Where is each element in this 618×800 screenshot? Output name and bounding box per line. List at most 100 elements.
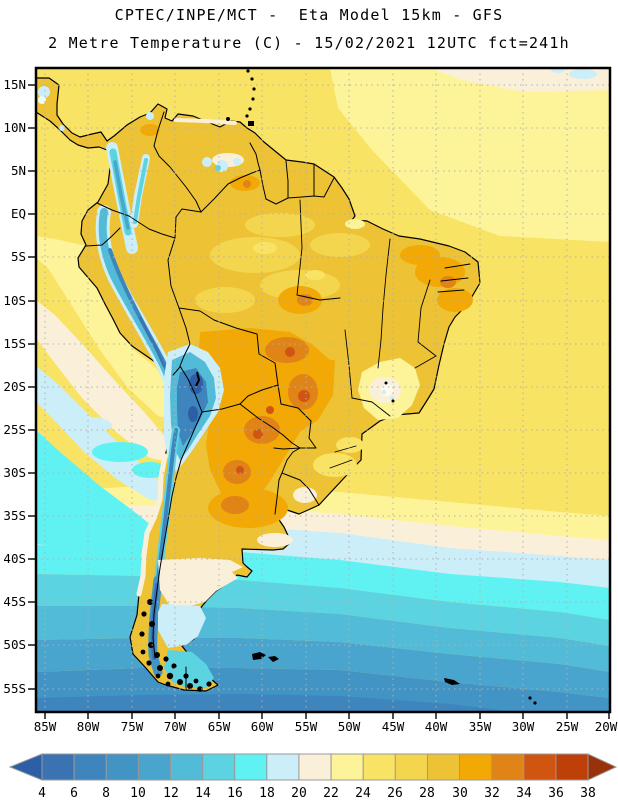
hot-speck [266,406,274,414]
colorbar-tick-label: 38 [580,786,596,800]
lon-label: 55W [295,719,318,734]
border-argentina-uruguay [274,472,283,515]
state-border [296,199,303,296]
lat-label: 10S [3,293,26,308]
amazon-pale-spot [345,219,365,229]
colorbar-segment [266,753,300,781]
hot-interior-region [198,286,335,508]
lat-label: 40S [3,551,26,566]
border-uruguay-brazil [281,472,320,506]
border-misiones [299,420,317,449]
colorbar-segment [73,753,107,781]
lon-axis: 85W 80W 75W 70W 65W 60W 55W 50W 45W 40W … [34,713,618,734]
south-georgia-island [444,678,460,685]
fjord-speck [147,599,153,605]
antilles-island-dot [248,107,252,111]
colorbar-segment [523,753,557,781]
warm-patch [437,288,473,312]
border-guyana-brazil [259,169,289,205]
fjord-speck [148,642,154,648]
pacific-pale-yellow-wedge [36,236,175,420]
state-border [444,263,471,269]
hot-speck [298,390,310,402]
fjord-speck [171,663,177,669]
antilles-island-dot [250,77,254,81]
amazon-warm-patches [195,213,370,313]
falkland-islands [252,652,266,660]
peru-andes [95,205,180,397]
colorbar-tick-label: 36 [548,786,564,800]
colorbar-segment [170,753,204,781]
colorbar-segment [491,753,525,781]
state-border [351,397,391,417]
south-brazil-pale [336,437,364,453]
margarita-island [226,117,230,121]
colorbar-segment [362,753,396,781]
fjord-speck [165,681,171,687]
cool-patch [215,165,221,171]
lon-label: 75W [121,719,144,734]
colombia-andes [106,112,154,254]
southern-andes [136,426,180,677]
islands [226,69,537,705]
honduras-cool-spot [38,86,50,98]
map-plot-area [36,68,610,712]
warm-core [440,276,456,288]
lon-label: 20W [595,719,618,734]
amazon-patch [195,287,255,313]
colorbar-tick-label: 26 [387,786,403,800]
lat-label: 15S [3,336,26,351]
terrain-speck [391,399,395,403]
fjord-speck [163,656,169,662]
lat-label: 55S [3,681,26,696]
lon-label: 85W [34,719,57,734]
fjord-speck [206,681,212,687]
lat-label: 35S [3,508,26,523]
fjord-speck [155,673,161,679]
border-argentina-brazil [281,447,301,474]
colorbar-segment [330,753,364,781]
ocean-pale-yellow-north-atlantic [330,68,610,242]
lat-label: 25S [3,422,26,437]
amazon-patch [310,233,370,257]
fjord-speck [154,652,160,658]
cool-patch [202,157,212,167]
antilles-island-dot [251,97,255,101]
border-peru-brazil [167,237,180,309]
lon-label: 60W [251,719,274,734]
lat-label: 50S [3,637,26,652]
colorbar-tick-label: 22 [323,786,339,800]
pacific-pale-patch [68,417,112,433]
border-venezuela-brazil [200,169,261,213]
colorbar-left-arrow [8,753,43,781]
fjord-speck [197,686,203,692]
venezuela-coast-pale-band [174,118,237,125]
antilles-island-dot [245,114,249,118]
south-sandwich-dot [533,701,537,705]
state-border [414,355,437,369]
colorbar-segment [394,753,428,781]
south-brazil-pale [313,453,357,477]
state-border [437,289,465,293]
colorbar-tick-label: 30 [452,786,468,800]
lon-label: 70W [164,719,187,734]
border-ecuador-colombia [96,202,130,217]
fjord-speck [139,631,145,637]
colorbar-tick-label: 28 [419,786,435,800]
pampas-hot-core [221,496,249,514]
colorbar-tick-label: 4 [38,786,46,800]
colorbar-tick-label: 10 [130,786,146,800]
south-sandwich-dot [528,696,532,700]
lon-label: 25W [556,719,579,734]
state-border [329,459,353,469]
border-paraguay-argentina-west [239,403,284,436]
colorbar-right-arrow [587,753,618,781]
lat-label: 10N [3,120,26,135]
amazon-pale-spot [305,270,325,280]
lat-axis: 15N 10N 5N EQ 5S 10S 15S 20S 25S 30S 35S… [3,77,35,696]
costarica-cool-spot [59,125,65,131]
colorbar-tick-label: 14 [195,786,211,800]
lat-label: 5N [11,163,26,178]
amazon-pale-spot [253,242,277,254]
